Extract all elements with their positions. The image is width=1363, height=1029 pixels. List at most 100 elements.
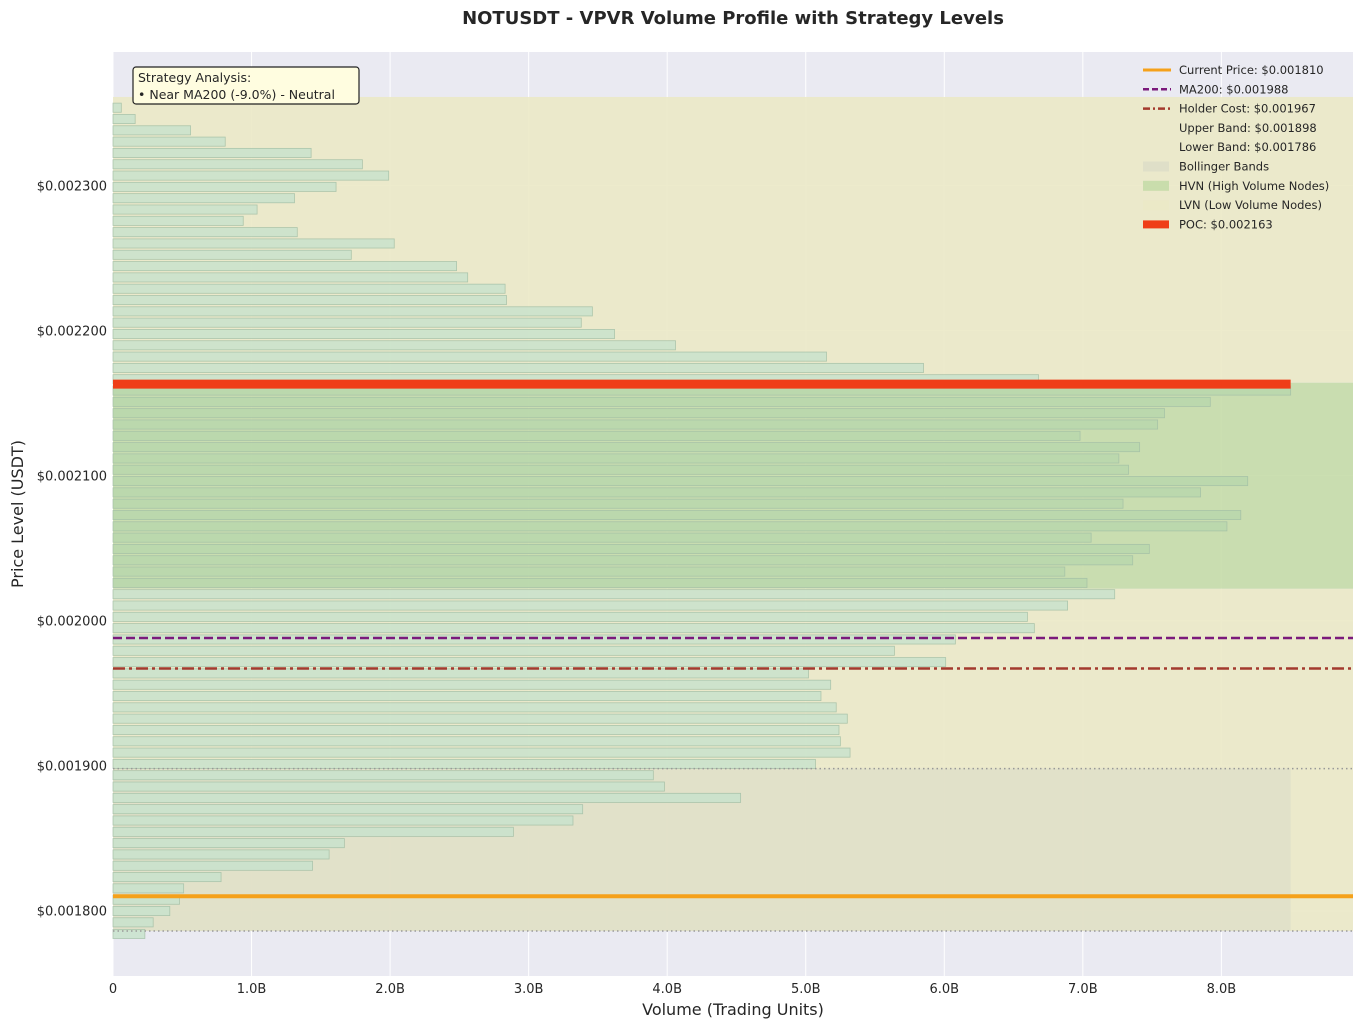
annotation-line-2: • Near MA200 (-9.0%) - Neutral [138, 87, 335, 102]
volume-bar [112, 295, 507, 306]
y-axis-ticks: $0.001800 $0.001900 $0.002000 $0.002100 $0.0… [37, 179, 107, 919]
strategy-annotation: Strategy Analysis: • Near MA200 (-9.0%) … [132, 66, 360, 105]
volume-bar [112, 691, 822, 702]
volume-bar [112, 181, 337, 192]
volume-bar [112, 736, 841, 747]
volume-bar [112, 815, 574, 826]
legend-label-lower_band: Lower Band: $0.001786 [1179, 140, 1316, 154]
volume-bar [112, 883, 185, 894]
volume-bar [112, 442, 1141, 453]
y-tick-label: $0.002300 [37, 179, 107, 194]
volume-bar [112, 159, 363, 170]
volume-bar [112, 249, 352, 260]
x-tick-label: 3.0B [514, 982, 544, 997]
volume-bar [112, 170, 390, 181]
volume-bars [112, 102, 1292, 939]
volume-bar [112, 204, 258, 215]
legend-label-upper_band: Upper Band: $0.001898 [1179, 121, 1317, 135]
x-tick-label: 0 [109, 982, 117, 997]
volume-bar [112, 838, 345, 849]
x-tick-label: 4.0B [652, 982, 682, 997]
volume-bar [112, 679, 832, 690]
volume-bar [112, 498, 1124, 509]
y-tick-label: $0.002200 [37, 325, 107, 340]
y-tick-label: $0.001800 [37, 905, 107, 920]
volume-bar [112, 928, 146, 939]
legend-swatch-hvn_fill [1143, 180, 1169, 191]
legend-label-ma200: MA200: $0.001988 [1179, 82, 1288, 96]
volume-bar [112, 657, 947, 668]
volume-bar [112, 758, 816, 769]
volume-bar [112, 510, 1242, 520]
volume-bar [112, 804, 584, 815]
volume-bar [112, 487, 1201, 498]
volume-bar [112, 713, 848, 724]
volume-bar [112, 781, 665, 792]
x-tick-label: 5.0B [791, 982, 821, 997]
volume-bar [112, 408, 1165, 419]
volume-bar [112, 566, 1066, 577]
legend-swatch-lvn_fill [1143, 200, 1169, 211]
x-tick-label: 1.0B [237, 982, 267, 997]
volume-bar [112, 238, 395, 249]
volume-bar [112, 261, 457, 272]
volume-bar [112, 430, 1081, 441]
chart-title: NOTUSDT - VPVR Volume Profile with Strat… [462, 8, 1004, 29]
volume-bar [112, 193, 295, 204]
legend-swatch-poc [1143, 220, 1169, 229]
y-tick-label: $0.001900 [37, 760, 107, 775]
volume-bar [112, 396, 1211, 407]
volume-bar [112, 645, 895, 656]
volume-bar [112, 227, 298, 238]
legend-label-holder_cost: Holder Cost: $0.001967 [1179, 102, 1316, 116]
volume-bar [112, 600, 1068, 611]
y-tick-label: $0.002000 [37, 615, 107, 630]
volume-bar [112, 747, 851, 758]
volume-bar [112, 272, 469, 283]
volume-bar [112, 668, 809, 679]
x-tick-label: 6.0B [929, 982, 959, 997]
volume-bar [112, 283, 506, 294]
volume-bar [112, 464, 1129, 475]
volume-bar [112, 340, 676, 351]
x-tick-label: 8.0B [1207, 982, 1237, 997]
volume-bar [112, 577, 1088, 588]
legend-label-lvn_fill: LVN (Low Volume Nodes) [1179, 198, 1322, 212]
volume-bar [112, 102, 122, 113]
volume-bar [112, 826, 514, 837]
volume-bar [112, 317, 582, 328]
volume-bar [112, 634, 956, 645]
strategy-levels [113, 379, 1353, 932]
volume-bar [112, 906, 171, 916]
volume-bar [112, 872, 222, 883]
volume-bar [112, 306, 593, 317]
volume-bar [112, 917, 154, 928]
legend-label-bollinger_fill: Bollinger Bands [1179, 160, 1269, 174]
volume-bar [112, 702, 837, 713]
x-tick-label: 2.0B [375, 982, 405, 997]
annotation-line-1: Strategy Analysis: [138, 70, 251, 85]
x-axis-ticks: 0 1.0B 2.0B 3.0B 4.0B 5.0B 6.0B 7.0B 8.0B [109, 982, 1236, 997]
volume-bar [112, 555, 1134, 566]
volume-bar [112, 419, 1159, 430]
volume-bar [112, 125, 191, 136]
volume-bar [112, 770, 654, 781]
volume-bar [112, 329, 615, 339]
volume-bar [112, 849, 330, 860]
legend-label-hvn_fill: HVN (High Volume Nodes) [1179, 179, 1329, 193]
volume-bar [112, 611, 1028, 622]
legend: Current Price: $0.001810 MA200: $0.001988… [1143, 63, 1329, 231]
volume-bar [112, 532, 1092, 543]
volume-bar [112, 589, 1116, 600]
volume-bar [112, 362, 924, 373]
y-axis-label: Price Level (USDT) [8, 440, 27, 588]
volume-bar [112, 792, 742, 803]
legend-label-poc: POC: $0.002163 [1179, 217, 1273, 231]
legend-swatch-bollinger_fill [1143, 161, 1169, 172]
y-tick-label: $0.002100 [37, 470, 107, 485]
volume-bar [112, 725, 840, 735]
x-tick-label: 7.0B [1068, 982, 1098, 997]
volume-bar [112, 476, 1249, 487]
legend-label-current_price: Current Price: $0.001810 [1179, 63, 1324, 77]
